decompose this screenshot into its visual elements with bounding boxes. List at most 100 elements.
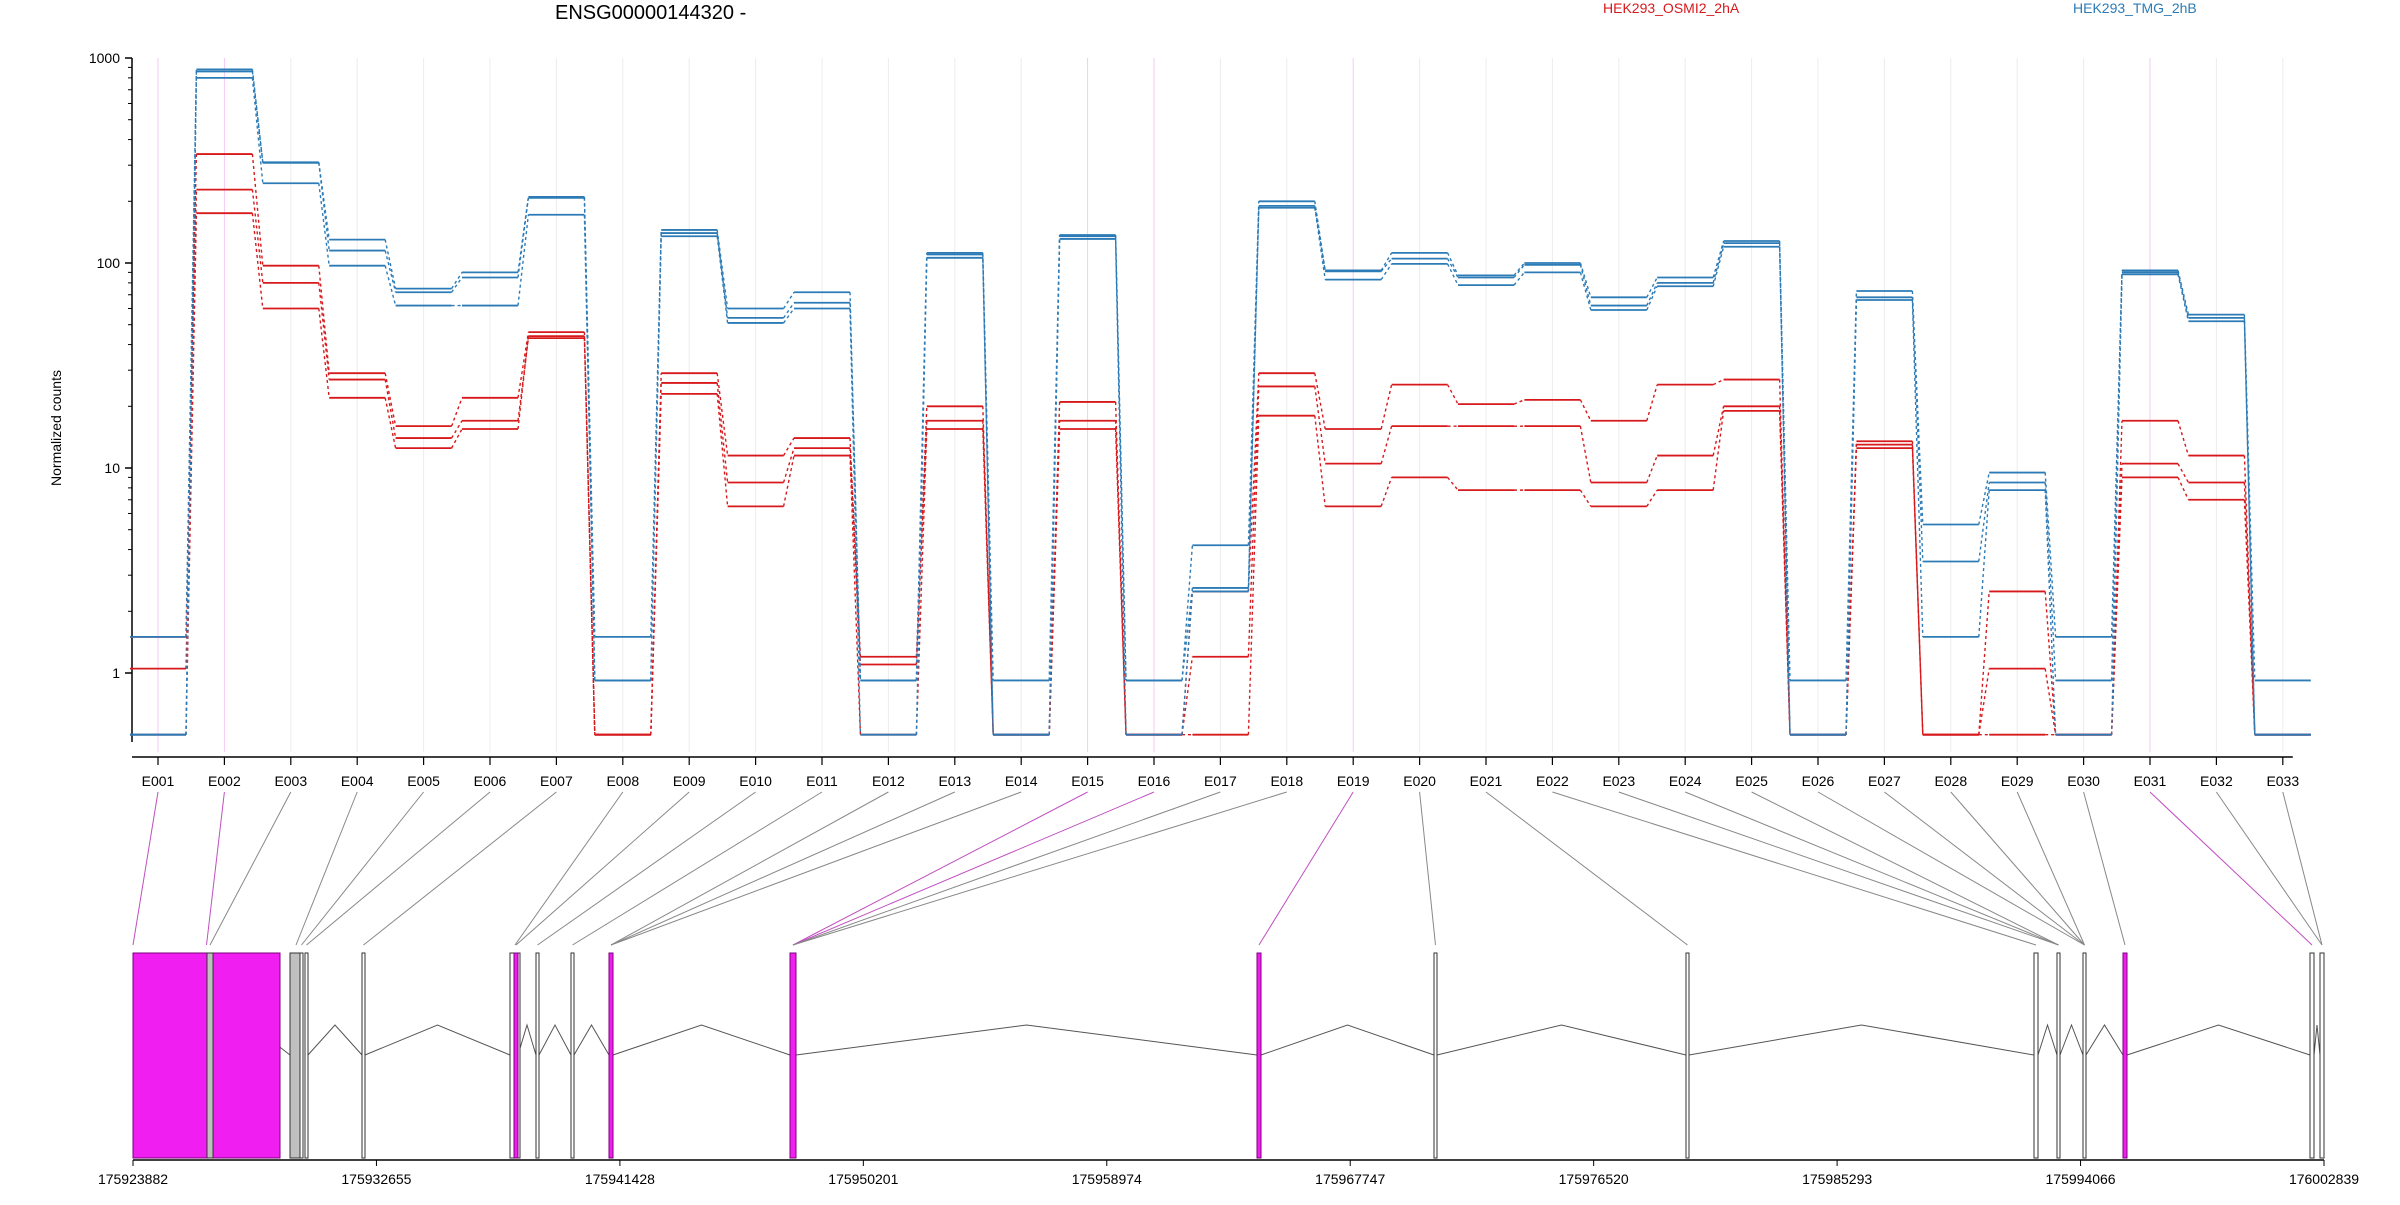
connector-segment	[450, 397, 463, 427]
series-lines	[130, 68, 2311, 736]
connector-segment	[1579, 489, 1592, 507]
exon-link-e014	[610, 791, 1022, 946]
connector-segment	[1247, 373, 1260, 592]
connector-segment	[716, 229, 729, 309]
connector-segment	[716, 236, 729, 324]
connector-segment	[1247, 205, 1260, 588]
connector-segment	[185, 189, 198, 669]
exon-link-e028	[1950, 791, 2085, 946]
connector-segment	[982, 420, 994, 735]
connector-segment	[1712, 410, 1725, 491]
exon-link-e022	[1552, 791, 2037, 946]
connector-segment	[1978, 490, 1990, 637]
connector-segment	[384, 265, 397, 306]
connector-segment	[1380, 477, 1393, 507]
exon-link-e016	[792, 791, 1155, 946]
exon-link-e023	[1618, 791, 2059, 946]
connector-segment	[1114, 236, 1127, 681]
intron-line	[573, 1024, 610, 1056]
exon-block	[608, 952, 614, 1159]
connector-segment	[1446, 258, 1459, 278]
connector-segment	[849, 292, 862, 681]
exon-link-e026	[1817, 791, 2085, 946]
connector-segment	[2110, 477, 2123, 735]
exon-link-e007	[363, 791, 557, 946]
connector-segment	[1845, 299, 1858, 735]
connector-segment	[1513, 262, 1525, 276]
intron-line	[2126, 1024, 2311, 1056]
x-tick-label-e014: E014	[1005, 773, 1038, 789]
exon-link-e005	[301, 791, 424, 946]
x-tick-label-e008: E008	[606, 773, 639, 789]
connector-segment	[783, 308, 795, 324]
exon-link-e027	[1884, 791, 2085, 946]
x-tick-label-e023: E023	[1602, 773, 1635, 789]
connector-segment	[650, 236, 662, 681]
connector-segment	[650, 229, 662, 637]
legend-tmg: HEK293_TMG_2hB	[2073, 0, 2197, 16]
connector-segment	[2177, 270, 2190, 315]
genomic-tick-label: 175976520	[1559, 1171, 1629, 1187]
gene-model	[132, 952, 2325, 1159]
connector-segment	[517, 197, 530, 278]
connector-segment	[384, 250, 397, 293]
connector-segment	[185, 77, 198, 735]
x-tick-label-e004: E004	[341, 773, 374, 789]
genomic-tick-label: 175950201	[828, 1171, 898, 1187]
connector-segment	[2044, 490, 2057, 735]
x-tick-label-e007: E007	[540, 773, 573, 789]
connector-segment	[517, 338, 530, 421]
x-tick-label-e029: E029	[2001, 773, 2034, 789]
x-tick-label-e016: E016	[1138, 773, 1171, 789]
connector-segment	[1911, 297, 1924, 562]
connector-segment	[1247, 415, 1260, 735]
connector-segment	[716, 232, 729, 318]
x-tick-label-e003: E003	[274, 773, 307, 789]
connector-segment	[1446, 252, 1459, 276]
x-tick-label-e022: E022	[1536, 773, 1569, 789]
y-tick-label-1000: 1000	[89, 50, 120, 66]
x-tick-label-e015: E015	[1071, 773, 1104, 789]
connector-segment	[1446, 384, 1459, 405]
exon-link-e015	[792, 791, 1088, 946]
x-tick-label-e030: E030	[2067, 773, 2100, 789]
exon-connectors	[132, 791, 2323, 946]
connector-segment	[1646, 285, 1658, 311]
intron-line	[1260, 1024, 1435, 1056]
connector-segment	[2110, 270, 2123, 637]
y-axis: 1 10 100 1000	[89, 50, 133, 742]
connector-segment	[318, 183, 330, 266]
exon-link-e003	[209, 791, 292, 946]
connector-segment	[318, 308, 330, 398]
exon-block	[1433, 952, 1438, 1159]
x-tick-label-e005: E005	[407, 773, 440, 789]
x-tick-label-e013: E013	[938, 773, 971, 789]
connector-segment	[318, 282, 330, 380]
genomic-tick-label: 175967747	[1315, 1171, 1385, 1187]
connector-segment	[1247, 207, 1260, 592]
exon-block	[789, 952, 797, 1159]
connector-segment	[1646, 277, 1658, 298]
connector-segment	[1712, 406, 1725, 456]
x-tick-label-e025: E025	[1735, 773, 1768, 789]
exon-block	[2122, 952, 2128, 1159]
connector-segment	[583, 336, 596, 735]
exon-block	[2319, 952, 2325, 1159]
exon-link-e029	[2016, 791, 2085, 946]
intron-line	[2313, 1024, 2321, 1056]
connector-segment	[982, 252, 994, 681]
connector-segment	[1114, 420, 1127, 735]
connector-segment	[2044, 482, 2057, 681]
exon-link-e019	[1258, 791, 1354, 946]
exon-block	[570, 952, 575, 1159]
connector-segment	[1978, 472, 1990, 525]
connector-segment	[251, 189, 264, 283]
genomic-tick-label: 175958974	[1072, 1171, 1142, 1187]
intron-line	[2037, 1023, 2058, 1056]
connector-segment	[1513, 264, 1525, 278]
x-tick-label-e012: E012	[872, 773, 905, 789]
genomic-tick-label: 175932655	[341, 1171, 411, 1187]
exon-block	[2033, 952, 2039, 1159]
connector-segment	[1114, 238, 1127, 735]
